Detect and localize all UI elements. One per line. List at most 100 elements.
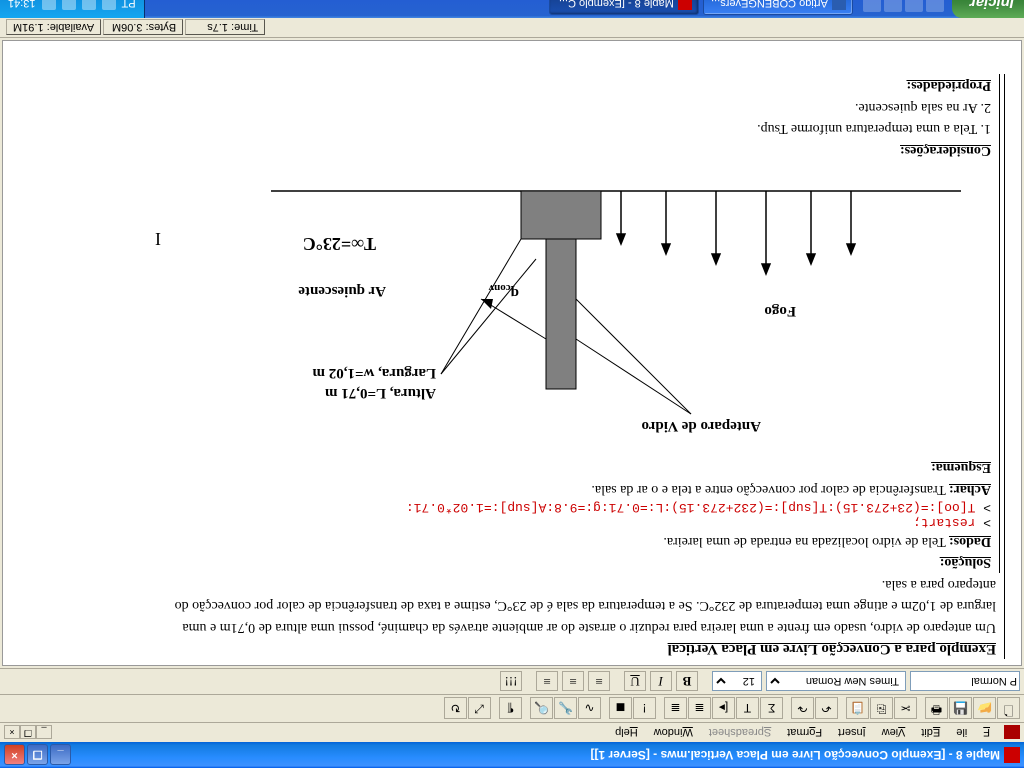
align-right-button[interactable]: ≡ [536, 672, 558, 692]
underline-button[interactable]: U [624, 672, 646, 692]
status-time: Time: 1.7s [185, 20, 265, 36]
diagram-altura-label: Altura, L=0,71 m [325, 384, 436, 401]
menu-insert[interactable]: Insert [830, 725, 874, 741]
minimize-button[interactable]: _ [50, 745, 71, 766]
size-select[interactable]: 12 [712, 672, 762, 692]
task-word-label: Artigo COBENGEvers... [711, 0, 828, 9]
menu-format[interactable]: Format [779, 725, 830, 741]
consideracao-2: 2. Ar na sala quiescente. [23, 96, 991, 118]
font-select[interactable]: Times New Roman [766, 672, 906, 692]
diagram-qconv-label: qconv [489, 282, 519, 301]
statusbar: Time: 1.7s Bytes: 3.06M Available: 1.91M [0, 18, 1024, 38]
diagram-arq-label: Ar quiescente [298, 282, 386, 299]
plot-button[interactable]: ∿ [578, 698, 601, 720]
mdi-close-button[interactable]: × [4, 726, 20, 740]
tray-icon-4[interactable] [42, 0, 56, 10]
consideracoes-label: Considerações: [900, 143, 991, 158]
paste-button[interactable]: 📋 [846, 698, 869, 720]
nonprint-button[interactable]: ¶ [499, 698, 522, 720]
diagram-anteparo-label: Anteparo de Vidro [642, 417, 761, 434]
cut-button[interactable]: ✂ [894, 698, 917, 720]
save-button[interactable]: 💾 [949, 698, 972, 720]
menu-window[interactable]: Window [646, 725, 701, 741]
task-maple-label: Maple 8 - [Exemplo C... [559, 0, 674, 9]
dados-text: Tela de vidro localizada na entrada de u… [663, 534, 949, 549]
doc-title: Exemplo para a Convecção Livre em Placa … [23, 638, 996, 659]
mdi-minimize-button[interactable]: _ [36, 726, 52, 740]
exec-button[interactable]: ! [633, 698, 656, 720]
insert-maple-button[interactable]: Σ [760, 698, 783, 720]
diagram-svg [231, 169, 991, 449]
style-select[interactable] [910, 672, 1020, 692]
window-title: Maple 8 - [Exemplo Convecção Livre em Pl… [71, 748, 1000, 762]
start-button[interactable]: Iniciar [952, 0, 1024, 18]
consideracao-1: 1. Tela a uma temperatura uniforme Tsup. [23, 118, 991, 140]
taskbar-task-word[interactable]: Artigo COBENGEvers... [703, 0, 853, 15]
ql-app-icon[interactable] [863, 0, 881, 12]
solution-label: Solução: [940, 555, 991, 570]
outdent-button[interactable]: ≣ [664, 698, 687, 720]
maple-input-2[interactable]: T[oo]:=(23+273.15):T[sup]:=(232+273.15):… [23, 500, 991, 515]
align-center-button[interactable]: ≡ [562, 672, 584, 692]
achar-text: Transferência de calor por convecção ent… [591, 482, 949, 497]
quick-launch [863, 0, 944, 12]
dados-label: Dados: [949, 534, 991, 549]
tray-clock[interactable]: 13:41 [8, 0, 36, 9]
diagram-fogo-label: Fogo [764, 302, 796, 319]
main-toolbar: 🗋 📂 💾 🖶 ✂ ⎘ 📋 ↶ ↷ Σ T [▸ ≣ ≣ ! ◼ ∿ 🔧 🔍 ¶… [0, 694, 1024, 722]
tray-icon-3[interactable] [62, 0, 76, 10]
problem-text-2: largura de 1,02m e atinge uma temperatur… [23, 595, 996, 617]
diagram-largura-label: Largura, w=1,02 m [312, 364, 436, 381]
bold-button[interactable]: B [676, 672, 698, 692]
schematic-diagram: Anteparo de Vidro Altura, L=0,71 m Largu… [23, 169, 991, 449]
system-tray: PT 13:41 [0, 0, 145, 18]
problem-text-1: Um anteparo de vidro, usado em frente a … [23, 616, 996, 638]
ql-ie-icon[interactable] [926, 0, 944, 12]
italic-button[interactable]: I [650, 672, 672, 692]
insert-text-button[interactable]: T [736, 698, 759, 720]
close-button[interactable]: × [4, 745, 25, 766]
menu-file[interactable]: File [948, 725, 998, 741]
status-bytes: Bytes: 3.06M [103, 20, 183, 36]
new-button[interactable]: 🗋 [997, 698, 1020, 720]
mdi-restore-button[interactable]: ❐ [20, 726, 36, 740]
tools-button[interactable]: 🔧 [554, 698, 577, 720]
copy-button[interactable]: ⎘ [870, 698, 893, 720]
menu-spreadsheet[interactable]: Spreadsheet [701, 725, 779, 741]
resize-button[interactable]: ⤢ [468, 698, 491, 720]
maple-icon [678, 0, 692, 10]
undo-button[interactable]: ↶ [815, 698, 838, 720]
ql-media-icon[interactable] [884, 0, 902, 12]
print-button[interactable]: 🖶 [925, 698, 948, 720]
menu-help[interactable]: Help [607, 725, 646, 741]
tray-icon-1[interactable] [102, 0, 116, 10]
menubar: File Edit View Insert Format Spreadsheet… [0, 722, 1024, 742]
text-cursor: I [155, 228, 161, 249]
mdi-icon[interactable] [1004, 726, 1020, 740]
app-icon [1004, 747, 1020, 763]
indent-button[interactable]: ≣ [688, 698, 711, 720]
maximize-button[interactable]: ❐ [27, 745, 48, 766]
propriedades-label: Propriedades: [906, 78, 991, 93]
esquema-label: Esquema: [931, 460, 991, 475]
taskbar: Iniciar Artigo COBENGEvers... Maple 8 - … [0, 0, 1024, 18]
taskbar-task-maple[interactable]: Maple 8 - [Exemplo C... [549, 0, 699, 15]
restart-button[interactable]: ↻ [444, 698, 467, 720]
exec-group-button[interactable]: !!! [500, 672, 522, 692]
ql-desktop-icon[interactable] [905, 0, 923, 12]
window-titlebar: Maple 8 - [Exemplo Convecção Livre em Pl… [0, 742, 1024, 768]
redo-button[interactable]: ↷ [791, 698, 814, 720]
maple-input-1[interactable]: restart; [23, 515, 991, 530]
tray-icon-2[interactable] [82, 0, 96, 10]
document-area[interactable]: Exemplo para a Convecção Livre em Placa … [2, 40, 1022, 666]
window-controls: _ ❐ × [4, 745, 71, 766]
diagram-tinf-label: T∞=23°C [303, 233, 376, 254]
zoom-button[interactable]: 🔍 [530, 698, 553, 720]
tray-lang[interactable]: PT [122, 0, 136, 9]
align-left-button[interactable]: ≡ [588, 672, 610, 692]
stop-button[interactable]: ◼ [609, 698, 632, 720]
menu-view[interactable]: View [874, 725, 914, 741]
menu-edit[interactable]: Edit [913, 725, 948, 741]
open-button[interactable]: 📂 [973, 698, 996, 720]
insert-section-button[interactable]: [▸ [712, 698, 735, 720]
